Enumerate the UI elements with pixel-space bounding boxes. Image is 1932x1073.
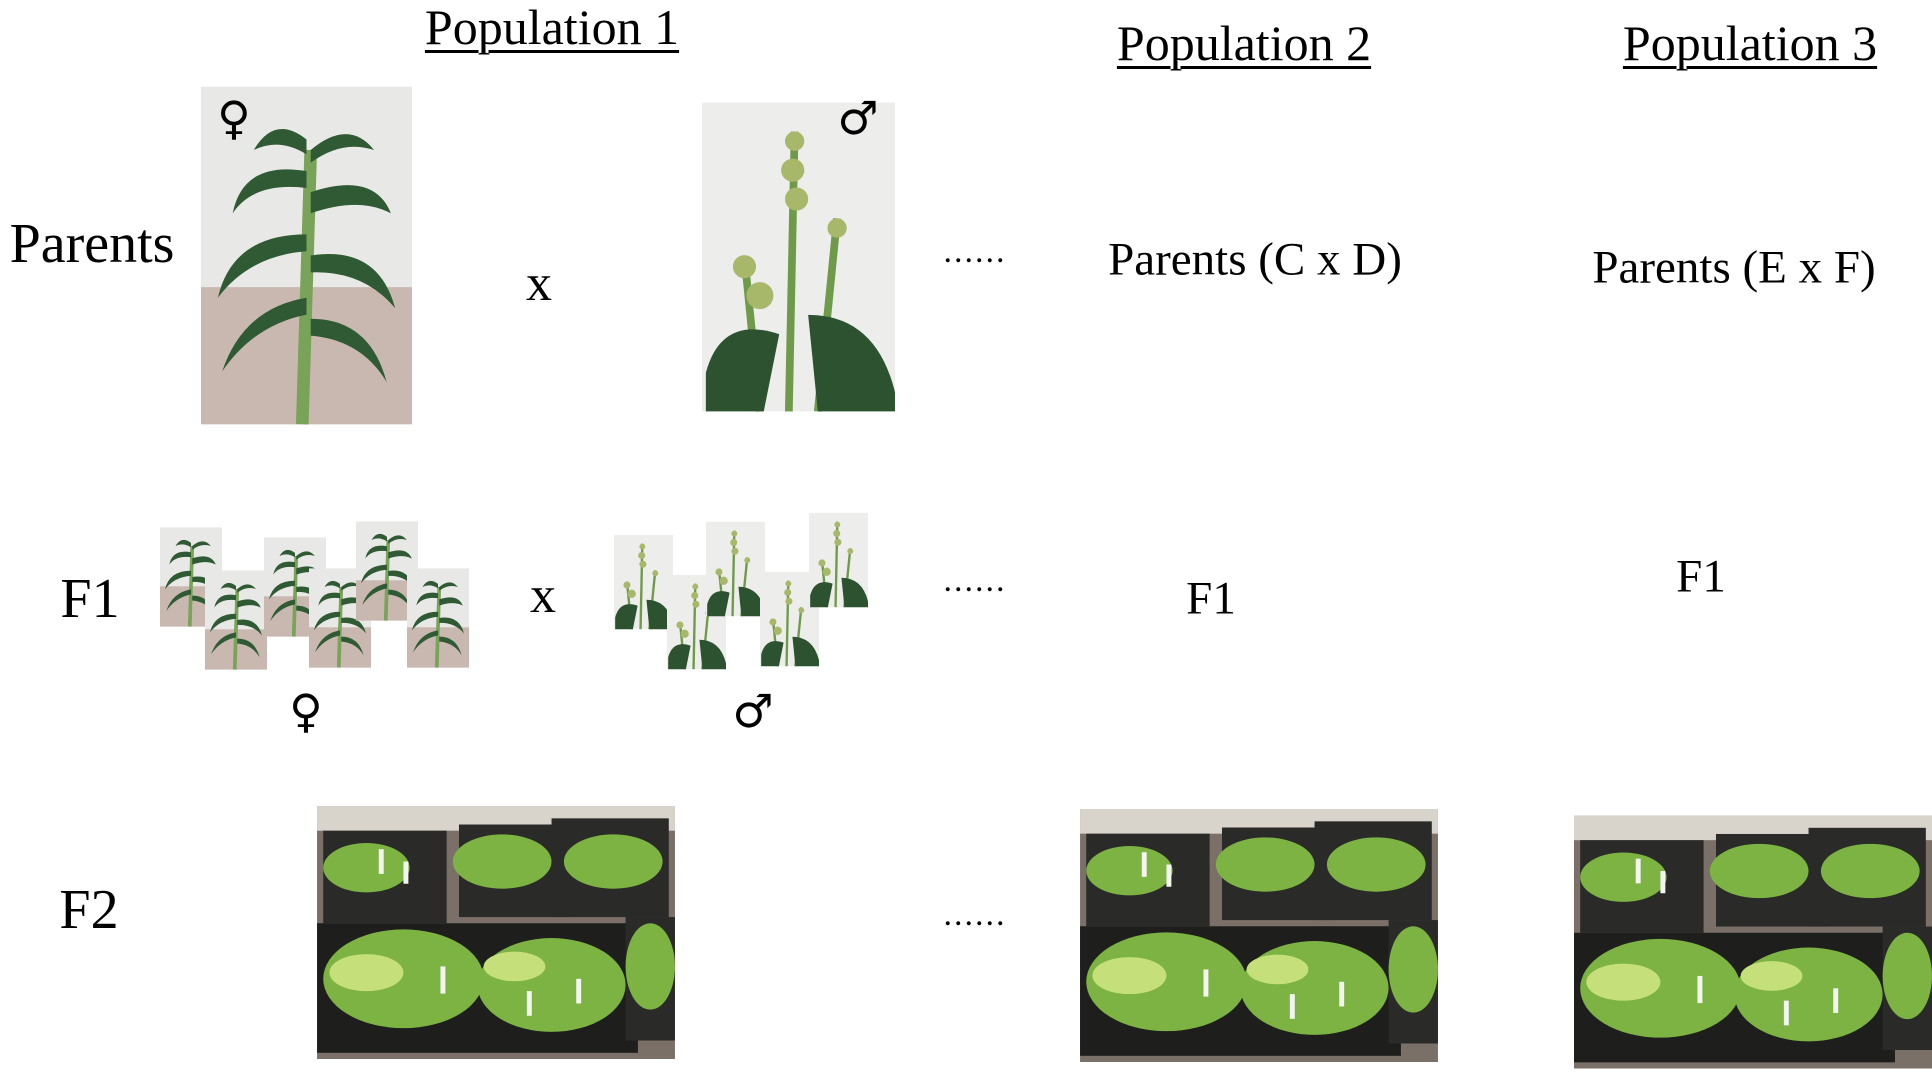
female-symbol: ♀ [217, 91, 251, 145]
f2-tray-photo [317, 806, 675, 1059]
f1-label: F1 [1186, 572, 1236, 625]
row-label: F2 [59, 879, 119, 941]
parents-label: Parents (C x D) [1108, 233, 1402, 286]
row-label: F1 [60, 568, 120, 630]
f1-plant-photo [809, 511, 868, 609]
f1-plant-photo [205, 570, 267, 670]
cross-symbol: x [526, 255, 552, 312]
f1-plant-photo [706, 520, 765, 618]
continuation-dots: ...... [943, 896, 1007, 933]
continuation-dots: ...... [943, 562, 1007, 599]
population-header: Population 3 [1622, 15, 1878, 71]
continuation-dots: ...... [943, 233, 1007, 270]
f2-tray-photo [1080, 809, 1438, 1062]
male-symbol: ♂ [837, 91, 879, 145]
f2-tray-photo [1574, 815, 1932, 1069]
f1-plant-photo [614, 533, 673, 631]
f1-plant-photo [407, 568, 469, 668]
f1-label: F1 [1676, 550, 1726, 603]
female-symbol: ♀ [289, 684, 323, 738]
population-header: Population 2 [1116, 15, 1372, 71]
cross-symbol: x [530, 567, 556, 624]
row-label: Parents [9, 213, 175, 275]
parents-label: Parents (E x F) [1592, 241, 1876, 294]
population-header: Population 1 [424, 0, 680, 55]
male-symbol: ♂ [732, 684, 774, 738]
